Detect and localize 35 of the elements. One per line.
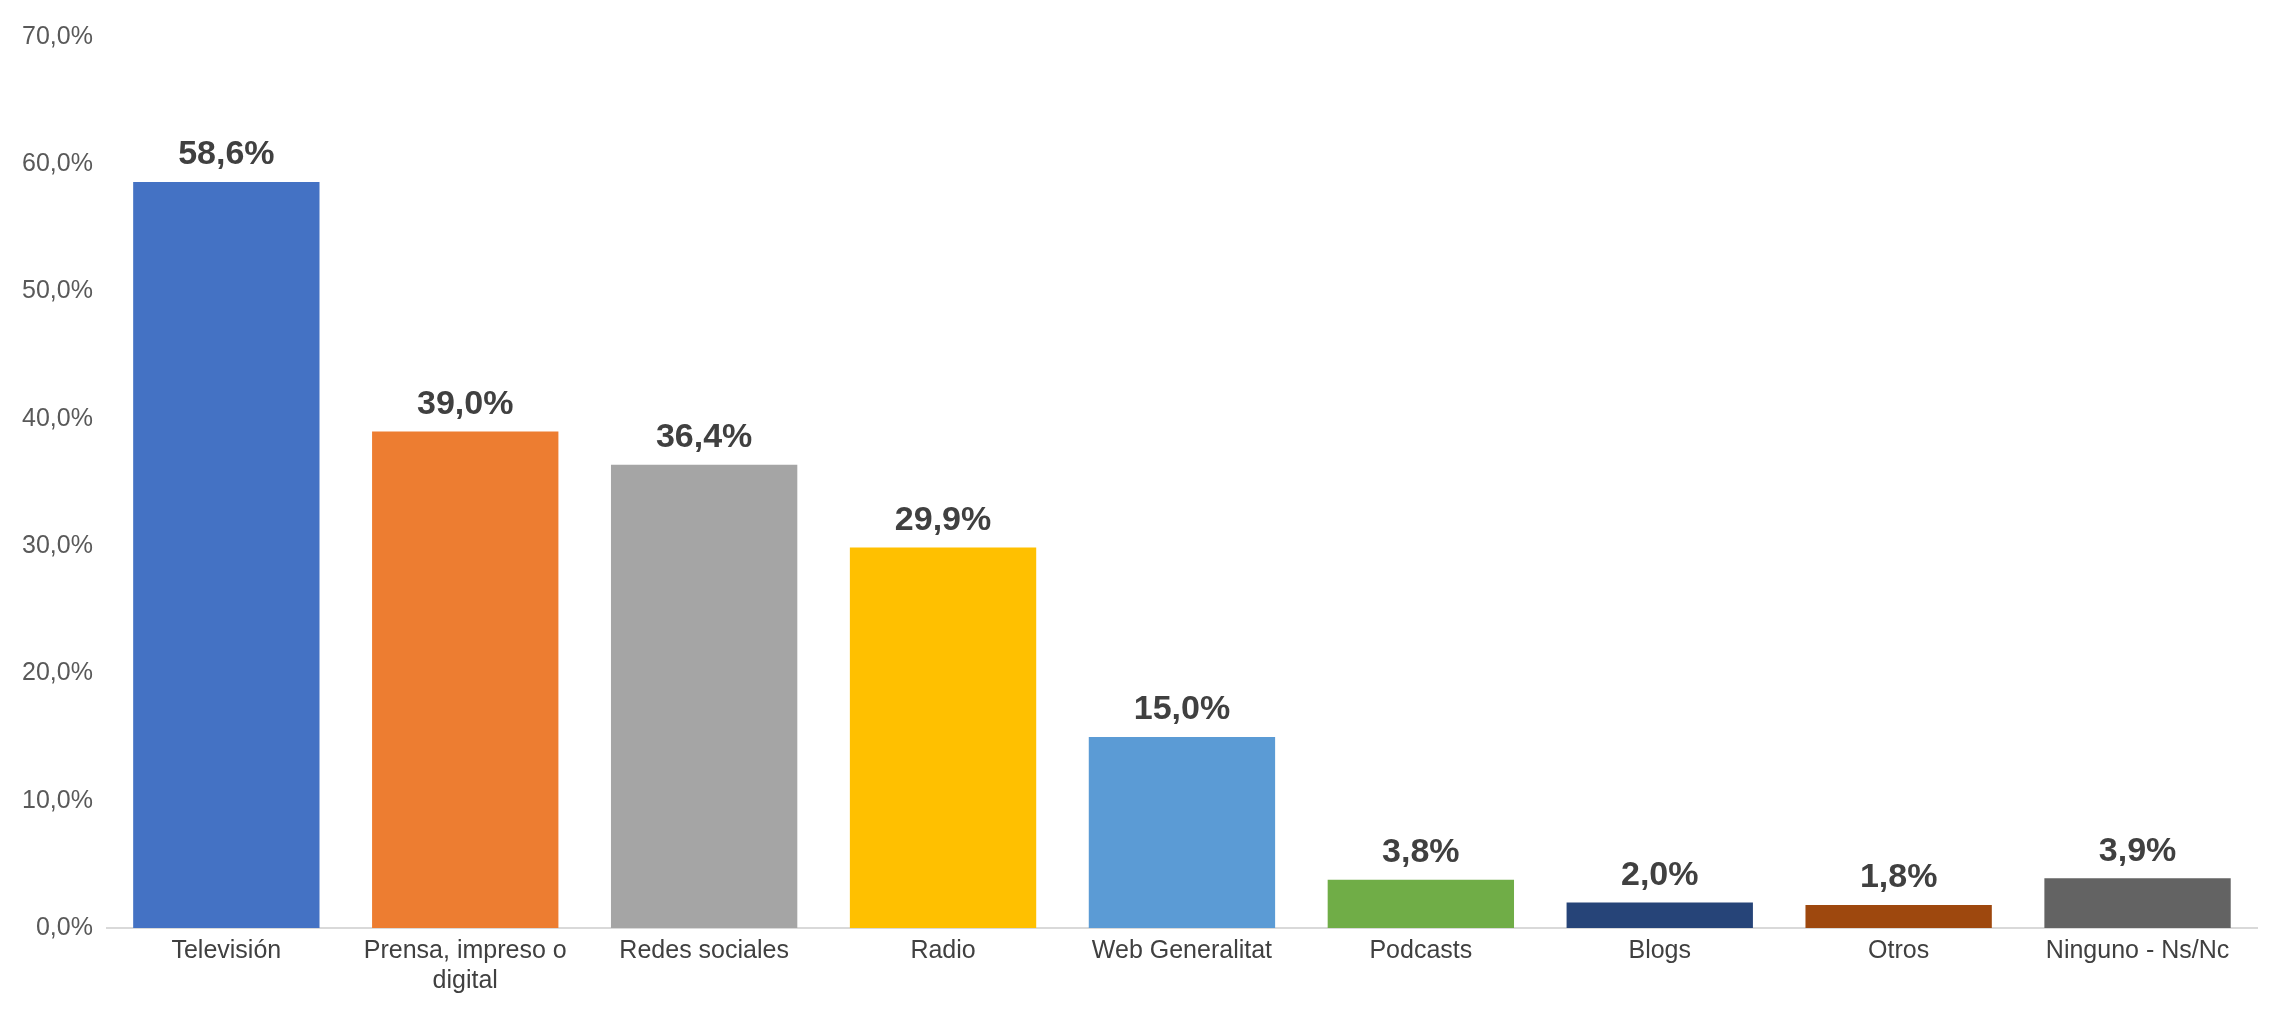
y-tick-label: 40,0% <box>22 402 93 431</box>
bar <box>610 464 798 928</box>
data-label: 3,9% <box>2098 829 2177 868</box>
bar <box>133 182 320 928</box>
x-tick-label: Televisión <box>171 934 282 963</box>
bar <box>2044 878 2231 928</box>
data-label: 15,0% <box>1133 688 1231 727</box>
x-tick-label: Otros <box>1868 934 1930 963</box>
y-tick-label: 30,0% <box>22 530 93 559</box>
x-tick-label: Radio <box>910 934 976 963</box>
x-tick-label: Redes sociales <box>619 934 789 963</box>
y-tick-label: 70,0% <box>22 20 93 49</box>
data-label: 39,0% <box>417 382 514 421</box>
data-label: 2,0% <box>1621 853 1699 892</box>
bar <box>1327 879 1515 928</box>
data-label: 3,8% <box>1382 831 1460 870</box>
x-tick-label: Prensa, impreso o digital <box>363 934 567 993</box>
x-tick-label: Blogs <box>1628 934 1692 963</box>
y-tick-label: 60,0% <box>22 148 93 177</box>
bar <box>849 547 1037 928</box>
x-tick-label: Web Generalitat <box>1091 934 1273 963</box>
data-label: 36,4% <box>655 416 753 455</box>
x-tick-label: Ninguno - Ns/Nc <box>2045 934 2230 963</box>
bar <box>372 431 559 928</box>
data-label: 58,6% <box>178 133 275 172</box>
y-tick-label: 50,0% <box>22 275 93 304</box>
x-tick-label: Podcasts <box>1369 934 1473 963</box>
data-label: 1,8% <box>1859 856 1938 895</box>
bar <box>1805 905 1992 928</box>
y-tick-label: 0,0% <box>35 911 93 940</box>
bar <box>1566 902 1753 928</box>
y-tick-label: 20,0% <box>22 657 93 686</box>
data-label: 29,9% <box>894 498 992 537</box>
bar <box>1088 737 1276 928</box>
y-tick-label: 10,0% <box>22 784 93 813</box>
